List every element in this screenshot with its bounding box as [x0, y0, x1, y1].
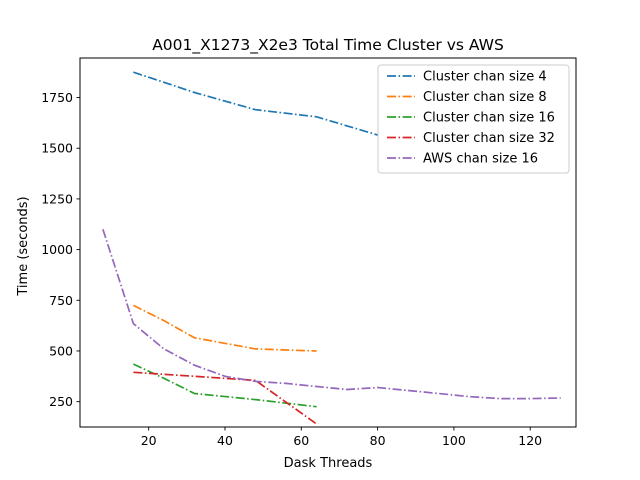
- plot-area-frame: [79, 57, 577, 428]
- x-tick-label: 120: [518, 433, 542, 448]
- y-tick-label: 250: [49, 394, 73, 409]
- y-tick-label: 500: [49, 343, 73, 358]
- legend-entry-label: AWS chan size 16: [423, 152, 538, 167]
- x-tick-label: 40: [217, 433, 233, 448]
- y-tick-label: 1000: [41, 242, 73, 257]
- legend-entry-label: Cluster chan size 32: [423, 131, 555, 146]
- y-tick-label: 750: [49, 293, 73, 308]
- x-tick-label: 80: [370, 433, 386, 448]
- y-tick-label: 1750: [41, 90, 73, 105]
- x-tick-label: 100: [442, 433, 466, 448]
- series-layer: [102, 71, 561, 425]
- ticks-layer: 20 40 60 80 100 120 250 500 750 1000 1250 1500 1750: [41, 90, 542, 448]
- series-line-5: [102, 229, 561, 400]
- legend: Cluster chan size 4 Cluster chan size 8 Cl…: [377, 64, 570, 174]
- series-line-2: [133, 304, 317, 352]
- legend-entry-label: Cluster chan size 8: [423, 90, 547, 105]
- chart-title: A001_X1273_X2e3 Total Time Cluster vs AW…: [152, 36, 504, 55]
- y-tick-label: 1500: [41, 141, 73, 156]
- legend-entry-label: Cluster chan size 4: [423, 70, 547, 85]
- legend-entry-label: Cluster chan size 16: [423, 111, 555, 126]
- series-line-1: [133, 71, 378, 136]
- x-tick-label: 20: [141, 433, 157, 448]
- y-axis-label: Time (seconds): [16, 196, 31, 296]
- x-tick-label: 60: [293, 433, 309, 448]
- legend-box: [377, 64, 570, 174]
- x-axis-label: Dask Threads: [284, 456, 373, 471]
- series-line-4: [133, 371, 318, 425]
- y-tick-label: 1250: [41, 191, 73, 206]
